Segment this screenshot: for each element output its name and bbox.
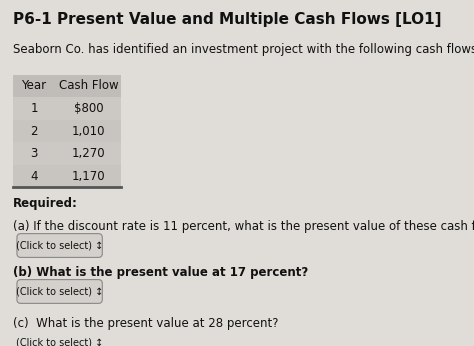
Text: Required:: Required: bbox=[13, 197, 78, 210]
FancyBboxPatch shape bbox=[17, 330, 102, 346]
Text: 1,270: 1,270 bbox=[72, 147, 105, 160]
Text: Cash Flow: Cash Flow bbox=[59, 80, 118, 92]
Text: (Click to select) ↕: (Click to select) ↕ bbox=[16, 337, 103, 346]
Text: 1: 1 bbox=[30, 102, 38, 115]
Text: $800: $800 bbox=[73, 102, 103, 115]
Text: 2: 2 bbox=[30, 125, 38, 137]
FancyBboxPatch shape bbox=[17, 234, 102, 257]
Text: (Click to select) ↕: (Click to select) ↕ bbox=[16, 286, 103, 297]
Text: (a) If the discount rate is 11 percent, what is the present value of these cash : (a) If the discount rate is 11 percent, … bbox=[13, 220, 474, 233]
Text: 1,170: 1,170 bbox=[72, 170, 105, 183]
FancyBboxPatch shape bbox=[13, 97, 121, 120]
Text: (b) What is the present value at 17 percent?: (b) What is the present value at 17 perc… bbox=[13, 266, 308, 279]
FancyBboxPatch shape bbox=[17, 280, 102, 303]
Text: (Click to select) ↕: (Click to select) ↕ bbox=[16, 240, 103, 251]
Text: Seaborn Co. has identified an investment project with the following cash flows.: Seaborn Co. has identified an investment… bbox=[13, 44, 474, 56]
FancyBboxPatch shape bbox=[13, 120, 121, 142]
Text: Year: Year bbox=[21, 80, 46, 92]
FancyBboxPatch shape bbox=[13, 142, 121, 165]
Text: (c)  What is the present value at 28 percent?: (c) What is the present value at 28 perc… bbox=[13, 317, 278, 330]
FancyBboxPatch shape bbox=[13, 75, 121, 97]
Text: 4: 4 bbox=[30, 170, 38, 183]
Text: 1,010: 1,010 bbox=[72, 125, 105, 137]
Text: P6-1 Present Value and Multiple Cash Flows [LO1]: P6-1 Present Value and Multiple Cash Flo… bbox=[13, 12, 441, 27]
FancyBboxPatch shape bbox=[13, 165, 121, 187]
Text: 3: 3 bbox=[30, 147, 38, 160]
